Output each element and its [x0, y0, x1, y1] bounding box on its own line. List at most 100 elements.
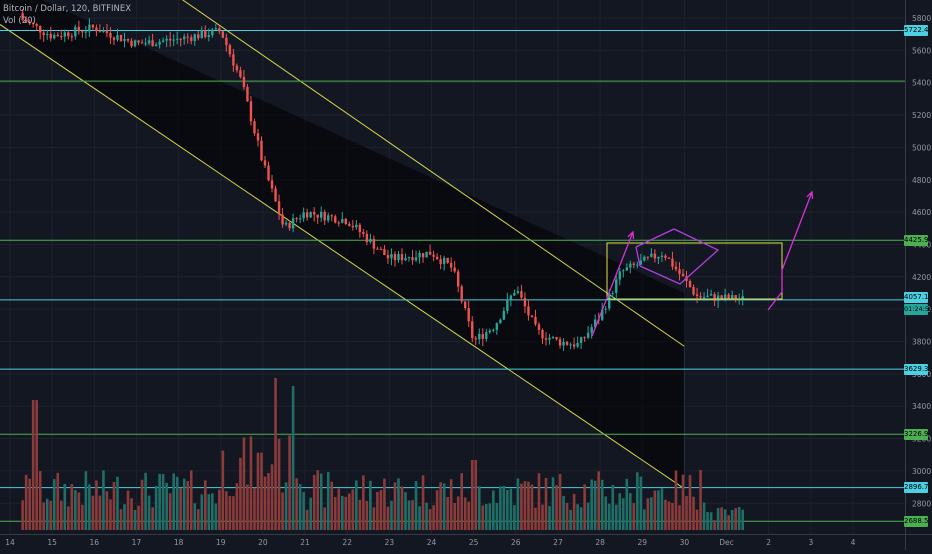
candle-body [235, 65, 239, 71]
volume-bar [477, 486, 481, 530]
volume-bar [81, 504, 84, 530]
candle-body [63, 32, 66, 37]
candle-body [211, 29, 214, 36]
candle-body [390, 254, 393, 259]
candle-body [175, 38, 179, 40]
price-tag: 2688.5 [904, 515, 929, 527]
descending-channel [0, 0, 685, 490]
volume-bar [576, 504, 579, 530]
volume-bar [551, 477, 555, 530]
arrow-up-1 [591, 231, 634, 337]
candle-body [49, 33, 52, 39]
volume-bar [365, 501, 369, 530]
volume-bar [323, 507, 327, 530]
volume-bar [625, 478, 629, 530]
volume-bar [520, 483, 523, 530]
arrow-up-2-head [806, 190, 814, 200]
volume-bar [692, 496, 695, 530]
candle-body [298, 218, 302, 220]
time-tick-label: 22 [342, 538, 352, 547]
volume-bar [411, 500, 414, 530]
candle-body [116, 35, 119, 40]
volume-bar [228, 495, 232, 530]
volume-indicator-label[interactable]: Vol (20) [3, 16, 36, 26]
volume-bar [604, 496, 608, 530]
candle-body [172, 39, 175, 41]
channel-upper-line [181, 0, 685, 347]
volume-bar [688, 475, 692, 530]
volume-bar [513, 505, 516, 530]
candle-body [428, 251, 432, 255]
candle-body [727, 294, 730, 299]
candle-body [618, 271, 621, 280]
candle-body [140, 42, 144, 44]
candle-body [530, 315, 534, 317]
candle-body [281, 214, 284, 225]
volume-bar [281, 492, 284, 530]
volume-bar [186, 481, 190, 530]
price-tick-label: 5600.0 [912, 46, 932, 55]
volume-bar [253, 487, 256, 530]
candle-body [383, 249, 386, 256]
price-tick-label: 4600.0 [912, 208, 932, 217]
candle-body [386, 255, 390, 259]
volume-bar [147, 495, 151, 530]
volume-bar [221, 450, 225, 530]
volume-bar [59, 500, 63, 530]
time-tick-label: 20 [258, 538, 268, 547]
candle-body [716, 295, 720, 302]
volume-bar [45, 498, 49, 530]
volume-bar [621, 498, 625, 530]
volume-bar [91, 495, 95, 530]
candle-body [165, 38, 168, 41]
candle-body [309, 212, 312, 218]
price-tag: 2896.7 [904, 482, 929, 494]
volume-bar [189, 470, 193, 530]
candle-body [91, 24, 95, 28]
candle-body [604, 308, 607, 310]
volume-bar [70, 484, 74, 530]
time-tick-label: 16 [90, 538, 100, 547]
symbol-title[interactable]: Bitcoin / Dollar, 120, BITFINEX [3, 4, 132, 14]
candle-body [214, 28, 218, 30]
candle-body [737, 299, 741, 301]
candle-body [555, 336, 558, 340]
candle-body [646, 256, 650, 258]
candle-body [393, 254, 397, 261]
candle-body [713, 294, 716, 302]
volume-bar [355, 480, 358, 530]
volume-bar [439, 482, 442, 530]
volume-bar [130, 498, 133, 530]
candle-body [660, 255, 664, 257]
volume-bar [629, 493, 632, 530]
volume-bar [509, 488, 513, 530]
volume-bar [569, 509, 572, 530]
candle-body [432, 254, 435, 257]
candle-body [207, 35, 211, 37]
candle-body [330, 215, 333, 217]
volume-bar [453, 502, 456, 530]
time-tick-label: 18 [174, 538, 184, 547]
volume-bar [723, 509, 727, 530]
volume-bar [467, 501, 471, 530]
volume-bar [583, 484, 586, 530]
time-tick-label: 4 [851, 538, 856, 547]
volume-bar [544, 477, 548, 530]
volume-bar [302, 492, 305, 530]
candle-body [161, 40, 165, 42]
volume-bar [484, 504, 488, 530]
volume-bar [446, 496, 449, 530]
candle-body [277, 201, 281, 215]
volume-bar [333, 496, 337, 530]
candle-body [471, 321, 474, 339]
candle-body [639, 260, 643, 265]
candle-body [593, 319, 597, 328]
candle-body [653, 253, 657, 259]
volume-bar [246, 484, 249, 530]
candle-body [442, 257, 446, 265]
volume-bar [211, 493, 214, 530]
candle-body [151, 40, 154, 47]
price-tag: 01:24:53 [904, 304, 932, 316]
